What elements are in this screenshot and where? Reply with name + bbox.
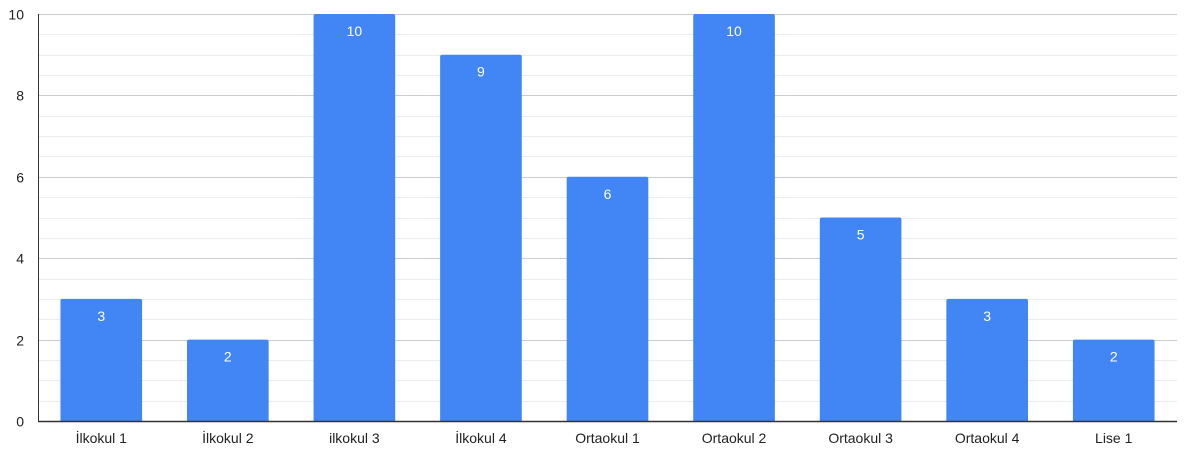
- y-tick-label: 10: [8, 7, 24, 23]
- x-tick-label: İlkokul 2: [202, 429, 254, 446]
- y-axis-tick-labels: 0 2 4 6 8 10: [8, 7, 24, 430]
- x-tick-label: Ortaokul 1: [575, 430, 640, 446]
- x-tick-label: Ortaokul 3: [828, 430, 893, 446]
- bar-data-label: 3: [97, 308, 105, 324]
- bar-data-label: 5: [857, 227, 865, 243]
- axes: [38, 14, 1177, 423]
- x-tick-label: İlkokul 4: [455, 429, 507, 446]
- bar-data-label: 9: [477, 64, 485, 80]
- bar-data-label: 10: [726, 23, 742, 39]
- bar: [566, 176, 649, 421]
- bar: [693, 14, 775, 421]
- x-tick-label: Ortaokul 2: [702, 430, 767, 446]
- bar-data-label: 6: [604, 186, 612, 202]
- bar: [819, 217, 902, 421]
- bar: [187, 339, 269, 421]
- bar: [946, 298, 1028, 421]
- x-axis-tick-labels: İlkokul 1 İlkokul 2 ilkokul 3 İlkokul 4 Orta…: [76, 429, 1133, 446]
- bar-series: [60, 14, 1155, 421]
- bar-data-label: 2: [1110, 349, 1118, 365]
- data-labels: 3 2 10 9 6 10 5 3 2: [97, 23, 1117, 365]
- bar-data-label: 3: [983, 308, 991, 324]
- bar: [313, 14, 396, 421]
- bar-data-label: 2: [224, 349, 232, 365]
- x-tick-label: Lise 1: [1095, 430, 1133, 446]
- bar: [1072, 339, 1155, 421]
- y-tick-label: 8: [16, 88, 24, 104]
- y-tick-label: 2: [16, 333, 24, 349]
- y-tick-label: 0: [16, 414, 24, 430]
- bar-data-label: 10: [347, 23, 363, 39]
- bar: [60, 298, 143, 421]
- y-tick-label: 4: [16, 251, 24, 267]
- x-tick-label: Ortaokul 4: [955, 430, 1020, 446]
- bar: [440, 54, 522, 421]
- y-tick-label: 6: [16, 170, 24, 186]
- x-tick-label: ilkokul 3: [329, 430, 380, 446]
- x-tick-label: İlkokul 1: [76, 429, 128, 446]
